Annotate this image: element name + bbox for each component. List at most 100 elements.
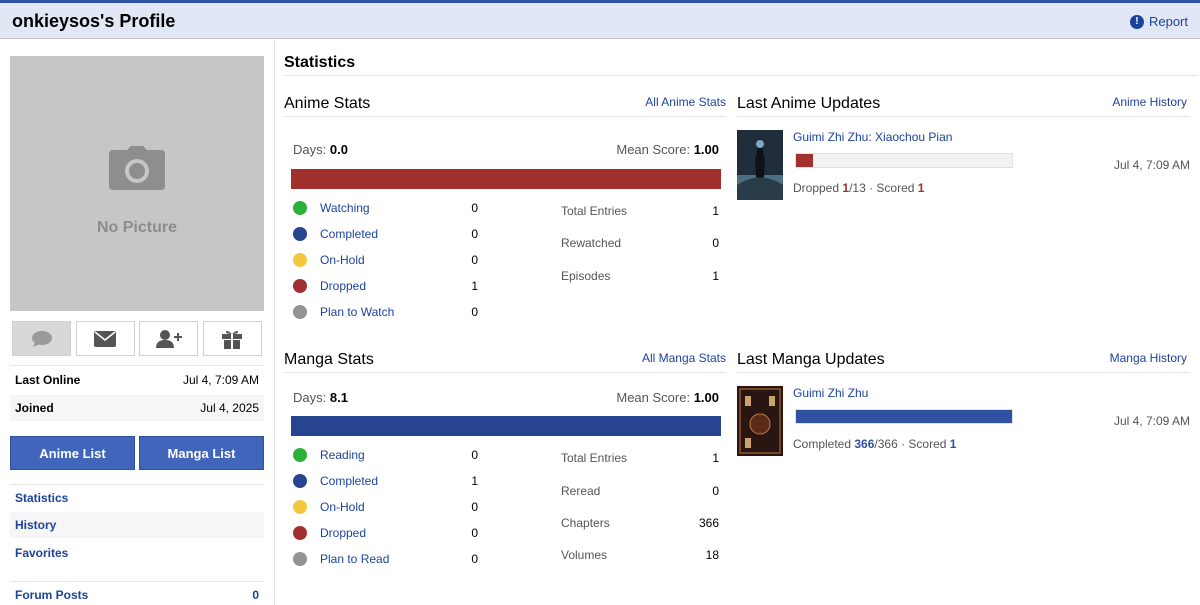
anime-days-label: Days: (293, 142, 327, 157)
gift-button[interactable] (202, 321, 262, 356)
manga-status-completed: Completed 1 (293, 468, 478, 494)
total-value: 1 (712, 451, 719, 465)
nav-favorites[interactable]: Favorites (10, 540, 264, 566)
status-name[interactable]: Plan to Watch (320, 305, 395, 319)
status-name[interactable]: Completed (320, 474, 379, 488)
anime-days-value: 0.0 (329, 142, 348, 157)
profile-actions (12, 321, 262, 356)
status-count: 0 (471, 448, 478, 462)
status-dot (293, 201, 307, 215)
anime-status-dropped: Dropped 1 (293, 273, 478, 299)
status-name[interactable]: Dropped (320, 526, 367, 540)
manga-update-entry: Guimi Zhi Zhu Jul 4, 7:09 AM Completed 3… (737, 386, 1190, 458)
manga-progress-fill (796, 410, 1012, 423)
status-dot (293, 552, 307, 566)
total-label: Volumes (561, 548, 608, 562)
status-name[interactable]: Reading (320, 448, 365, 462)
manga-days-label: Days: (293, 390, 327, 405)
comment-button[interactable] (12, 321, 71, 356)
status-count: 1 (471, 474, 478, 488)
report-link[interactable]: ! Report (1129, 14, 1188, 29)
status-dot (293, 526, 307, 540)
anime-status-on-hold: On-Hold 0 (293, 247, 478, 273)
manga-update-score: 1 (949, 437, 957, 451)
anime-update-total: /13 (849, 181, 866, 195)
anime-days: Days: 0.0 (293, 142, 348, 157)
divider (10, 581, 264, 582)
joined-label: Joined (15, 401, 54, 415)
add-friend-icon (155, 329, 182, 348)
anime-mean-value: 1.00 (693, 142, 719, 157)
message-button[interactable] (75, 321, 135, 356)
manga-update-status: Completed (793, 437, 852, 451)
nav-forum-posts[interactable]: Forum Posts 0 (10, 582, 264, 605)
anime-episodes: Episodes 1 (561, 263, 719, 289)
status-dot (293, 474, 307, 488)
status-name[interactable]: Watching (320, 201, 370, 215)
status-dot (293, 253, 307, 267)
joined-row: Joined Jul 4, 2025 (10, 395, 264, 421)
anime-cover-thumbnail[interactable] (737, 130, 783, 200)
status-name[interactable]: Plan to Read (320, 552, 390, 566)
add-friend-button[interactable] (139, 321, 199, 356)
anime-progress-fill (796, 154, 813, 167)
divider (737, 116, 1190, 117)
anime-progress-track (795, 153, 1013, 168)
status-name[interactable]: On-Hold (320, 253, 365, 267)
divider (284, 372, 726, 373)
anime-stats-heading: Anime Stats (284, 95, 371, 112)
manga-mean-score: Mean Score: 1.00 (616, 390, 719, 405)
all-manga-stats-link[interactable]: All Manga Stats (641, 351, 726, 365)
nav-statistics[interactable]: Statistics (10, 485, 264, 511)
status-dot (293, 448, 307, 462)
total-label: Episodes (561, 269, 611, 283)
anime-history-link[interactable]: Anime History (1112, 95, 1187, 109)
no-picture-text: No Picture (96, 219, 177, 236)
nav-history-label: History (15, 518, 57, 532)
manga-status-bar (291, 416, 721, 436)
total-label: Rewatched (561, 236, 622, 250)
divider (284, 116, 726, 117)
manga-status-dropped: Dropped 0 (293, 520, 478, 546)
manga-update-date: Jul 4, 7:09 AM (1113, 414, 1190, 428)
anime-update-title[interactable]: Guimi Zhi Zhu: Xiaochou Pian (793, 130, 953, 144)
profile-header: onkieysos's Profile ! Report (0, 3, 1200, 39)
status-dot (293, 305, 307, 319)
total-label: Reread (561, 484, 601, 498)
total-label: Total Entries (561, 451, 628, 465)
status-name[interactable]: Completed (320, 227, 379, 241)
manga-days-value: 8.1 (329, 390, 348, 405)
joined-value: Jul 4, 2025 (200, 401, 259, 415)
manga-update-title[interactable]: Guimi Zhi Zhu (793, 386, 869, 400)
manga-list-button[interactable]: Manga List (139, 436, 264, 470)
forum-posts-count: 0 (252, 588, 259, 602)
anime-status-completed: Completed 0 (293, 221, 478, 247)
manga-mean-value: 1.00 (693, 390, 719, 405)
manga-history-link[interactable]: Manga History (1109, 351, 1187, 365)
total-value: 0 (712, 484, 719, 498)
total-label: Chapters (561, 516, 610, 530)
anime-rewatched: Rewatched 0 (561, 230, 719, 256)
anime-update-progress: 1 (842, 181, 850, 195)
status-count: 0 (471, 305, 478, 319)
status-count: 0 (471, 552, 478, 566)
anime-update-status: Dropped (793, 181, 840, 195)
manga-status-plan-to-read: Plan to Read 0 (293, 546, 478, 572)
total-value: 1 (712, 269, 719, 283)
status-name[interactable]: Dropped (320, 279, 367, 293)
all-anime-stats-link[interactable]: All Anime Stats (645, 95, 726, 109)
total-value: 366 (698, 516, 719, 530)
anime-list-button[interactable]: Anime List (10, 436, 135, 470)
divider (10, 365, 264, 366)
manga-scored-label: · Scored (897, 437, 950, 451)
divider (284, 75, 1198, 76)
total-value: 1 (712, 204, 719, 218)
manga-reread: Reread 0 (561, 478, 719, 504)
manga-volumes: Volumes 18 (561, 542, 719, 568)
page-title: onkieysos's Profile (12, 11, 176, 31)
anime-status-bar (291, 169, 721, 189)
status-dot (293, 227, 307, 241)
status-name[interactable]: On-Hold (320, 500, 365, 514)
manga-cover-thumbnail[interactable] (737, 386, 783, 456)
nav-history[interactable]: History (10, 512, 264, 538)
